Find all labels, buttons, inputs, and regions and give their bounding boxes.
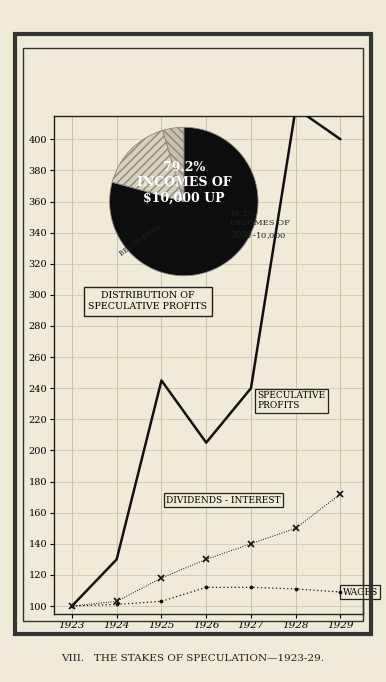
Text: DIVIDENDS - INTEREST: DIVIDENDS - INTEREST bbox=[166, 496, 280, 505]
Text: BELOW $3000: BELOW $3000 bbox=[118, 222, 163, 258]
Wedge shape bbox=[163, 128, 184, 201]
Text: 79.2%
INCOMES OF
$10,000 UP: 79.2% INCOMES OF $10,000 UP bbox=[137, 162, 231, 205]
Text: DISTRIBUTION OF
SPECULATIVE PROFITS: DISTRIBUTION OF SPECULATIVE PROFITS bbox=[88, 291, 208, 311]
Wedge shape bbox=[110, 128, 258, 276]
Wedge shape bbox=[112, 130, 184, 201]
Text: SPECULATIVE
PROFITS: SPECULATIVE PROFITS bbox=[258, 391, 326, 411]
Text: VIII.   THE STAKES OF SPECULATION—1923-29.: VIII. THE STAKES OF SPECULATION—1923-29. bbox=[61, 653, 325, 663]
Text: 16.2%
INCOMES OF
$3000–$10,000: 16.2% INCOMES OF $3000–$10,000 bbox=[230, 210, 290, 241]
Text: WAGES: WAGES bbox=[343, 587, 378, 597]
